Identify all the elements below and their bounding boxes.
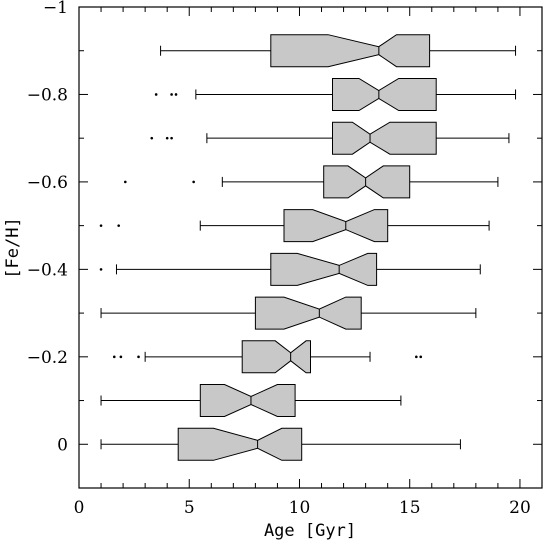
x-tick-label: 20 xyxy=(509,498,531,518)
outlier-point xyxy=(137,355,140,359)
plot-frame xyxy=(78,6,543,489)
box-7 xyxy=(112,340,423,374)
box-3 xyxy=(124,165,499,199)
x-tick-label: 10 xyxy=(289,498,311,518)
outlier-point xyxy=(99,224,103,227)
notched-box xyxy=(270,252,378,286)
outlier-point xyxy=(119,355,123,359)
outlier-point xyxy=(150,136,154,140)
box-2 xyxy=(150,121,510,155)
box-4 xyxy=(99,209,490,243)
notched-box xyxy=(177,427,303,461)
outlier-point xyxy=(192,180,195,184)
notched-box xyxy=(332,121,437,155)
x-tick-label: 5 xyxy=(184,498,195,518)
y-tick-label: −0.6 xyxy=(27,173,68,193)
y-tick-label: −0.2 xyxy=(27,348,68,368)
notched-box xyxy=(199,384,296,417)
box-5 xyxy=(99,252,481,286)
y-tick-label: −1 xyxy=(43,0,68,18)
y-axis-title: [Fe/H] xyxy=(3,217,23,278)
ticks-layer xyxy=(78,6,542,489)
tick-labels-layer: 0 5 10 15 20 0 −0.2 −0.4 −0.6 −0.8 −1 xyxy=(27,0,531,518)
notched-box xyxy=(254,296,362,330)
outlier-point xyxy=(154,93,158,96)
box-9 xyxy=(100,427,461,461)
notched-box xyxy=(332,78,437,111)
notched-box xyxy=(323,165,411,199)
notched-box xyxy=(283,209,389,243)
outlier-point xyxy=(415,355,418,359)
box-0 xyxy=(160,34,517,68)
box-6 xyxy=(100,296,477,330)
x-tick-label: 15 xyxy=(399,498,421,518)
outlier-point xyxy=(124,180,127,184)
outlier-point xyxy=(419,355,423,359)
y-tick-label: −0.8 xyxy=(27,85,68,105)
outlier-point xyxy=(112,355,116,359)
notched-box xyxy=(270,34,431,68)
outlier-point xyxy=(170,93,173,96)
x-tick-label: 0 xyxy=(74,498,85,518)
x-axis-title: Age [Gyr] xyxy=(264,521,356,541)
box-8 xyxy=(100,384,402,417)
boxes-layer xyxy=(99,34,517,461)
notched-box xyxy=(241,340,311,374)
y-tick-label: −0.4 xyxy=(27,260,68,280)
y-tick-label: 0 xyxy=(57,435,68,455)
outlier-point xyxy=(117,224,120,227)
outlier-point xyxy=(170,136,173,140)
outlier-point xyxy=(99,268,103,271)
box-1 xyxy=(154,78,517,111)
outlier-point xyxy=(165,136,169,140)
outlier-point xyxy=(174,93,178,96)
